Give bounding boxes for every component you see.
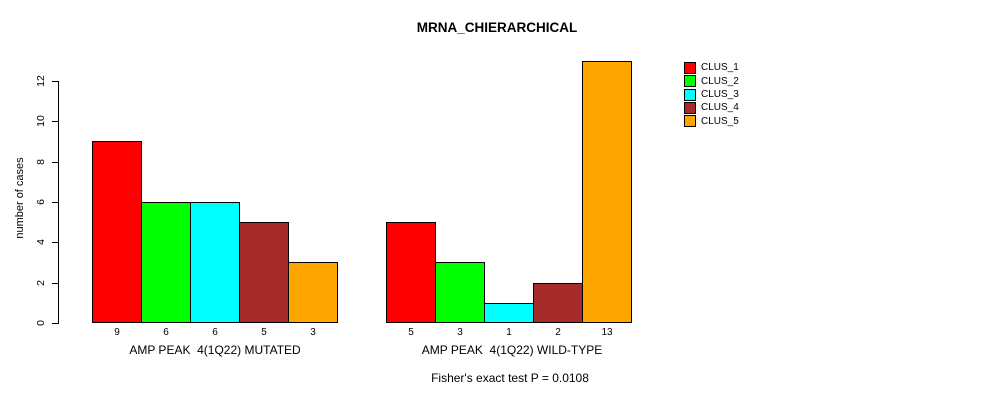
legend-swatch-icon: [684, 115, 696, 128]
legend-entry-clus_3: CLUS_3: [684, 88, 739, 101]
y-tick-mark: [52, 242, 58, 243]
y-tick-mark: [52, 121, 58, 122]
y-tick-label: 10: [35, 115, 47, 127]
y-axis: [58, 81, 59, 324]
bar-value-label: 5: [408, 327, 414, 338]
legend-label: CLUS_3: [701, 89, 739, 100]
x-group-label-wild-type: AMP PEAK 4(1Q22) WILD-TYPE: [421, 343, 603, 357]
bar-clus_1-group1: [92, 141, 142, 323]
legend-label: CLUS_4: [701, 102, 739, 114]
bar-value-label: 13: [601, 327, 613, 338]
y-axis-label: number of cases: [14, 157, 26, 239]
bar-value-label: 6: [163, 327, 169, 338]
fisher-test-text: Fisher's exact test P = 0.0108: [431, 371, 589, 385]
legend-swatch-icon: [684, 101, 696, 114]
legend-swatch-icon: [684, 75, 696, 88]
legend: CLUS_1 CLUS_2 CLUS_3 CLUS_4 CLUS_5: [684, 61, 739, 128]
bar-clus_4-group1: [239, 222, 289, 323]
bar-clus_5-group2: [582, 61, 632, 323]
y-tick-mark: [52, 162, 58, 163]
bar-clus_5-group1: [288, 262, 338, 323]
bar-value-label: 3: [310, 327, 316, 338]
legend-entry-clus_2: CLUS_2: [684, 75, 739, 88]
bar-clus_2-group2: [435, 262, 485, 323]
bar-clus_2-group1: [141, 202, 191, 323]
legend-label: CLUS_1: [701, 62, 739, 74]
legend-label: CLUS_5: [701, 115, 739, 127]
bar-clus_3-group1: [190, 202, 240, 323]
y-tick-mark: [52, 283, 58, 284]
bar-value-label: 5: [261, 327, 267, 338]
bar-value-label: 2: [555, 327, 561, 338]
bar-value-label: 9: [114, 327, 120, 338]
legend-entry-clus_4: CLUS_4: [684, 101, 739, 114]
y-tick-mark: [52, 323, 58, 324]
y-tick-label: 0: [35, 320, 47, 326]
y-tick-label: 6: [35, 199, 47, 205]
bar-value-label: 3: [457, 327, 463, 338]
legend-entry-clus_1: CLUS_1: [684, 61, 739, 74]
bar-value-label: 1: [506, 327, 512, 338]
legend-label: CLUS_2: [701, 75, 739, 87]
x-group-label-mutated: AMP PEAK 4(1Q22) MUTATED: [129, 343, 301, 357]
bar-clus_3-group2: [484, 303, 534, 323]
bar-clus_1-group2: [386, 222, 436, 323]
legend-swatch-icon: [684, 61, 696, 74]
y-tick-label: 4: [35, 239, 47, 245]
chart-title: MRNA_CHIERARCHICAL: [416, 20, 578, 35]
y-tick-label: 2: [35, 280, 47, 286]
legend-entry-clus_5: CLUS_5: [684, 115, 739, 128]
y-tick-label: 12: [35, 75, 47, 87]
bar-clus_4-group2: [533, 283, 583, 323]
y-tick-mark: [52, 202, 58, 203]
legend-swatch-icon: [684, 88, 696, 101]
y-tick-mark: [52, 81, 58, 82]
y-tick-label: 8: [35, 159, 47, 165]
bar-value-label: 6: [212, 327, 218, 338]
